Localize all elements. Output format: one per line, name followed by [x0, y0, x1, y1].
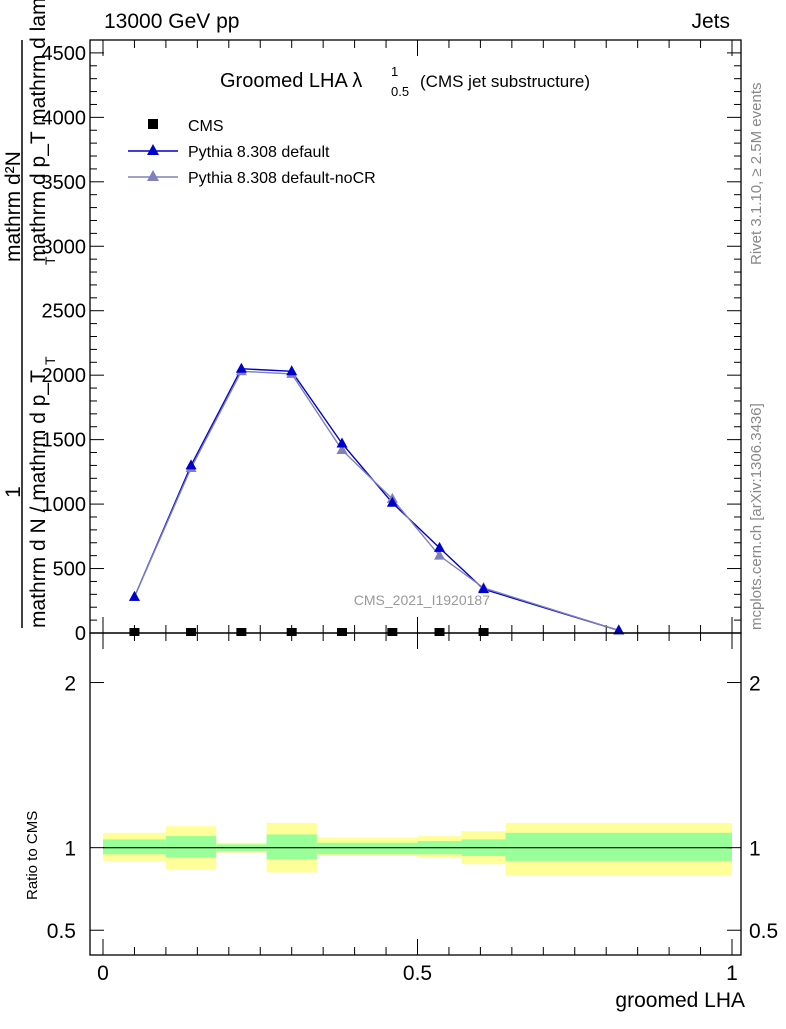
main-panel: 0 500 1000 1500 2000 2500 3000 3500 4000 4500	[42, 39, 742, 645]
ylabel-num1: mathrm d²N	[2, 151, 25, 262]
ratio-ylabel: Ratio to CMS	[24, 811, 41, 900]
x-tick-label: 0.5	[403, 962, 432, 985]
chart-title: Groomed LHA λ 1 0.5 (CMS jet substructur…	[220, 64, 590, 99]
series-point-1	[185, 459, 197, 470]
legend-marker-triangle	[147, 170, 159, 181]
ylabel-den: mathrm d N / mathrm d p_T	[27, 370, 50, 628]
ratio-y-tick-label: 0.5	[47, 920, 76, 943]
series-point-1	[235, 362, 247, 373]
x-tick-label: 0	[97, 962, 109, 985]
ratio-panel: 0.5 0.5 1 1 2 2 0 0.5 1	[47, 632, 778, 985]
title-sup: 1	[391, 64, 398, 79]
ratio-y-tick-label-right: 1	[749, 838, 761, 861]
watermark: CMS_2021_I1920187	[354, 592, 490, 608]
header-left: 13000 GeV pp	[104, 10, 239, 33]
main-ylabel: 1 mathrm d²N mathrm d p_T mathrm d lambd…	[2, 0, 58, 628]
cms-point	[186, 628, 197, 636]
title-sub: 0.5	[391, 84, 409, 99]
ratio-frame	[89, 632, 742, 956]
y-tick-label: 1500	[42, 430, 87, 452]
ylabel-num2: mathrm d p_T mathrm d lambda	[27, 0, 50, 262]
series-point-2	[434, 549, 446, 560]
ylabel-sub-t: T	[42, 256, 58, 265]
cms-point	[337, 628, 348, 636]
title-main: Groomed LHA λ	[220, 70, 362, 92]
legend-label: Pythia 8.308 default-noCR	[188, 170, 376, 187]
ratio-y-tick-label: 2	[64, 673, 76, 696]
series-point-1	[386, 496, 398, 507]
series-point-1	[478, 583, 490, 594]
band-inner	[266, 834, 317, 860]
y-tick-label: 2500	[42, 301, 87, 323]
header-right: Jets	[691, 10, 730, 33]
legend-marker-square	[148, 119, 158, 129]
x-tick-label: 1	[726, 962, 738, 985]
band-inner	[103, 839, 166, 855]
band-inner	[316, 842, 418, 855]
series-point-1	[286, 365, 298, 376]
ylabel-one: 1	[2, 486, 25, 498]
title-suffix: (CMS jet substructure)	[420, 72, 590, 91]
y-tick-label: 1000	[42, 494, 87, 516]
cms-point	[387, 628, 398, 636]
ratio-y-tick-label-right: 0.5	[749, 920, 778, 943]
ratio-y-tick-label: 1	[64, 838, 76, 861]
xlabel: groomed LHA	[615, 989, 745, 1012]
title-main-text: Groomed LHA λ	[220, 70, 362, 92]
ratio-y-tick-label-right: 2	[749, 673, 761, 696]
series-point-1	[434, 541, 446, 552]
cms-point	[478, 628, 489, 636]
y-tick-label: 0	[75, 623, 86, 645]
cms-point	[434, 628, 445, 636]
y-tick-label: 4500	[42, 43, 87, 65]
cms-point	[236, 628, 247, 636]
series-point-2	[336, 443, 348, 454]
legend-marker-triangle	[147, 144, 159, 155]
legend-label: Pythia 8.308 default	[188, 144, 330, 161]
series-point-1	[613, 624, 625, 635]
rivet-label: Rivet 3.1.10, ≥ 2.5M events	[748, 83, 765, 266]
y-tick-label: 3500	[42, 172, 87, 194]
y-tick-label: 3000	[42, 236, 87, 258]
y-tick-label: 500	[53, 559, 86, 581]
series-point-1	[336, 437, 348, 448]
mcplots-label: mcplots.cern.ch [arXiv:1306.3436]	[748, 403, 765, 630]
cms-point	[129, 628, 140, 636]
cms-point	[286, 628, 297, 636]
legend: CMS Pythia 8.308 default Pythia 8.308 defa…	[128, 118, 376, 187]
y-tick-label: 4000	[42, 107, 87, 129]
series-point-1	[128, 590, 140, 601]
band-inner	[505, 832, 732, 861]
y-tick-label: 2000	[42, 365, 87, 387]
band-inner	[165, 836, 217, 858]
ylabel-sub-t2: T	[42, 356, 58, 365]
legend-label: CMS	[188, 118, 224, 135]
